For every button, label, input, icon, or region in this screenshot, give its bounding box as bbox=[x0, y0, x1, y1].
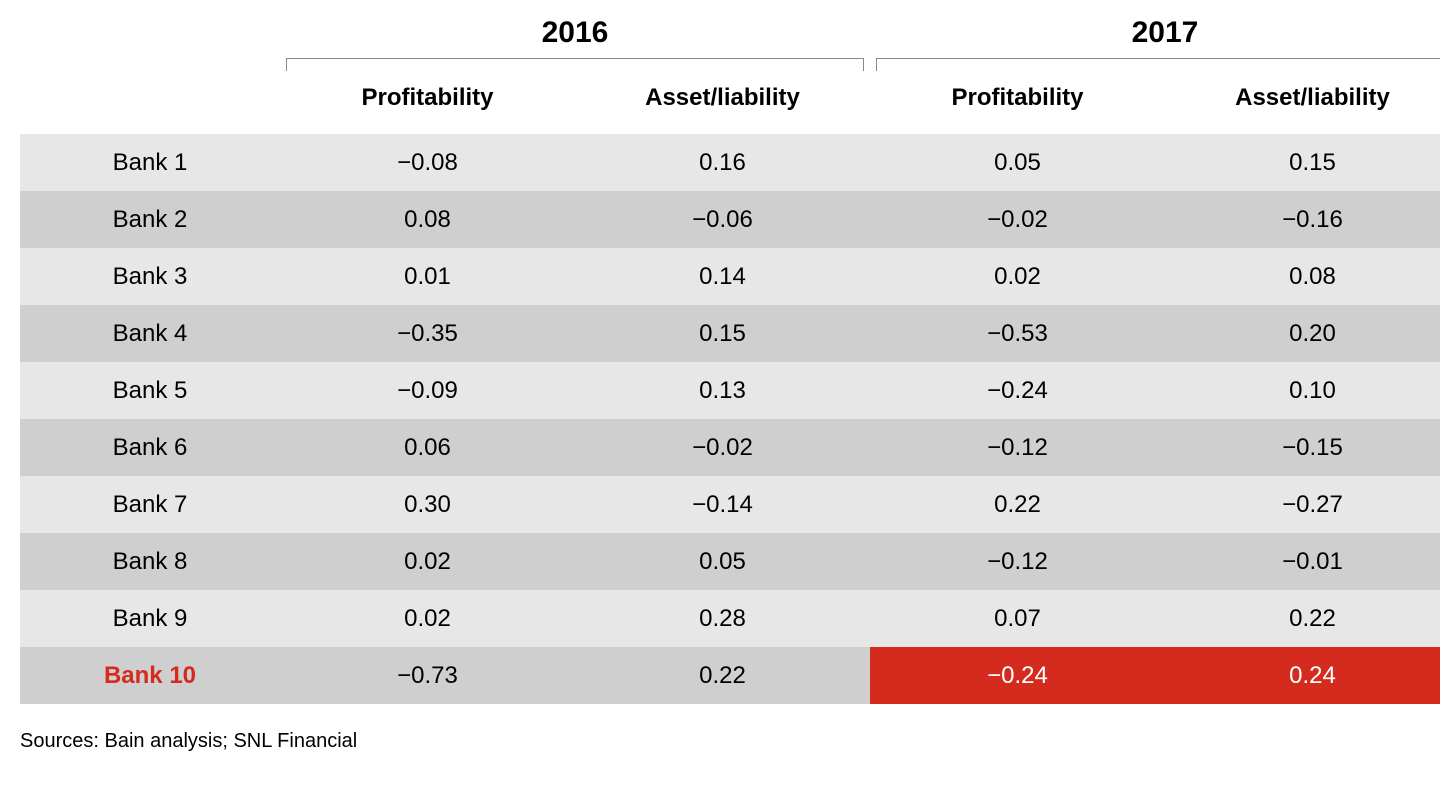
bracket-2016 bbox=[280, 52, 870, 70]
cell-value: −0.12 bbox=[870, 533, 1165, 590]
cell-value: −0.12 bbox=[870, 419, 1165, 476]
row-label: Bank 9 bbox=[20, 590, 280, 647]
table-body: Bank 1−0.080.160.050.15Bank 20.08−0.06−0… bbox=[20, 134, 1440, 704]
cell-value: −0.27 bbox=[1165, 476, 1440, 533]
col-header-asset-liability-2016: Asset/liability bbox=[575, 70, 870, 134]
table-row: Bank 80.020.05−0.12−0.01 bbox=[20, 533, 1440, 590]
cell-value: 0.05 bbox=[870, 134, 1165, 191]
cell-value: 0.05 bbox=[575, 533, 870, 590]
cell-value: 0.01 bbox=[280, 248, 575, 305]
cell-value: 0.02 bbox=[870, 248, 1165, 305]
sources-caption: Sources: Bain analysis; SNL Financial bbox=[20, 730, 1420, 753]
row-label: Bank 8 bbox=[20, 533, 280, 590]
data-table: 2016 2017 Profitability Asset/liability … bbox=[20, 10, 1440, 704]
cell-value: −0.53 bbox=[870, 305, 1165, 362]
col-header-profitability-2016: Profitability bbox=[280, 70, 575, 134]
cell-value: 0.14 bbox=[575, 248, 870, 305]
cell-value: 0.06 bbox=[280, 419, 575, 476]
cell-value: 0.22 bbox=[575, 647, 870, 704]
row-label: Bank 1 bbox=[20, 134, 280, 191]
cell-value: 0.08 bbox=[1165, 248, 1440, 305]
cell-value: −0.08 bbox=[280, 134, 575, 191]
cell-value: 0.08 bbox=[280, 191, 575, 248]
cell-value: 0.30 bbox=[280, 476, 575, 533]
row-label: Bank 3 bbox=[20, 248, 280, 305]
cell-value: −0.02 bbox=[575, 419, 870, 476]
table-row: Bank 70.30−0.140.22−0.27 bbox=[20, 476, 1440, 533]
cell-value: 0.02 bbox=[280, 590, 575, 647]
cell-value: 0.13 bbox=[575, 362, 870, 419]
cell-value: −0.24 bbox=[870, 362, 1165, 419]
cell-value: −0.06 bbox=[575, 191, 870, 248]
table-row: Bank 10−0.730.22−0.240.24 bbox=[20, 647, 1440, 704]
bank-metrics-table: 2016 2017 Profitability Asset/liability … bbox=[20, 10, 1420, 704]
row-label: Bank 10 bbox=[20, 647, 280, 704]
cell-value: −0.35 bbox=[280, 305, 575, 362]
cell-value: 0.24 bbox=[1165, 647, 1440, 704]
year-bracket-row bbox=[20, 52, 1440, 70]
cell-value: 0.28 bbox=[575, 590, 870, 647]
year-header-row: 2016 2017 bbox=[20, 10, 1440, 52]
table-row: Bank 30.010.140.020.08 bbox=[20, 248, 1440, 305]
table-row: Bank 5−0.090.13−0.240.10 bbox=[20, 362, 1440, 419]
cell-value: −0.15 bbox=[1165, 419, 1440, 476]
cell-value: 0.15 bbox=[575, 305, 870, 362]
cell-value: −0.09 bbox=[280, 362, 575, 419]
sub-header-row: Profitability Asset/liability Profitabil… bbox=[20, 70, 1440, 134]
bracket-2017 bbox=[870, 52, 1440, 70]
row-label: Bank 2 bbox=[20, 191, 280, 248]
col-header-asset-liability-2017: Asset/liability bbox=[1165, 70, 1440, 134]
cell-value: 0.20 bbox=[1165, 305, 1440, 362]
col-header-profitability-2017: Profitability bbox=[870, 70, 1165, 134]
cell-value: 0.07 bbox=[870, 590, 1165, 647]
table-row: Bank 4−0.350.15−0.530.20 bbox=[20, 305, 1440, 362]
table-row: Bank 1−0.080.160.050.15 bbox=[20, 134, 1440, 191]
cell-value: −0.14 bbox=[575, 476, 870, 533]
cell-value: 0.16 bbox=[575, 134, 870, 191]
cell-value: 0.10 bbox=[1165, 362, 1440, 419]
row-label: Bank 5 bbox=[20, 362, 280, 419]
cell-value: −0.01 bbox=[1165, 533, 1440, 590]
cell-value: −0.24 bbox=[870, 647, 1165, 704]
table-row: Bank 90.020.280.070.22 bbox=[20, 590, 1440, 647]
cell-value: 0.02 bbox=[280, 533, 575, 590]
cell-value: −0.02 bbox=[870, 191, 1165, 248]
year-header-2016: 2016 bbox=[280, 10, 870, 52]
cell-value: −0.73 bbox=[280, 647, 575, 704]
row-label: Bank 4 bbox=[20, 305, 280, 362]
row-label: Bank 7 bbox=[20, 476, 280, 533]
cell-value: 0.22 bbox=[870, 476, 1165, 533]
table-row: Bank 20.08−0.06−0.02−0.16 bbox=[20, 191, 1440, 248]
cell-value: 0.15 bbox=[1165, 134, 1440, 191]
table-row: Bank 60.06−0.02−0.12−0.15 bbox=[20, 419, 1440, 476]
cell-value: 0.22 bbox=[1165, 590, 1440, 647]
year-header-2017: 2017 bbox=[870, 10, 1440, 52]
row-label: Bank 6 bbox=[20, 419, 280, 476]
cell-value: −0.16 bbox=[1165, 191, 1440, 248]
